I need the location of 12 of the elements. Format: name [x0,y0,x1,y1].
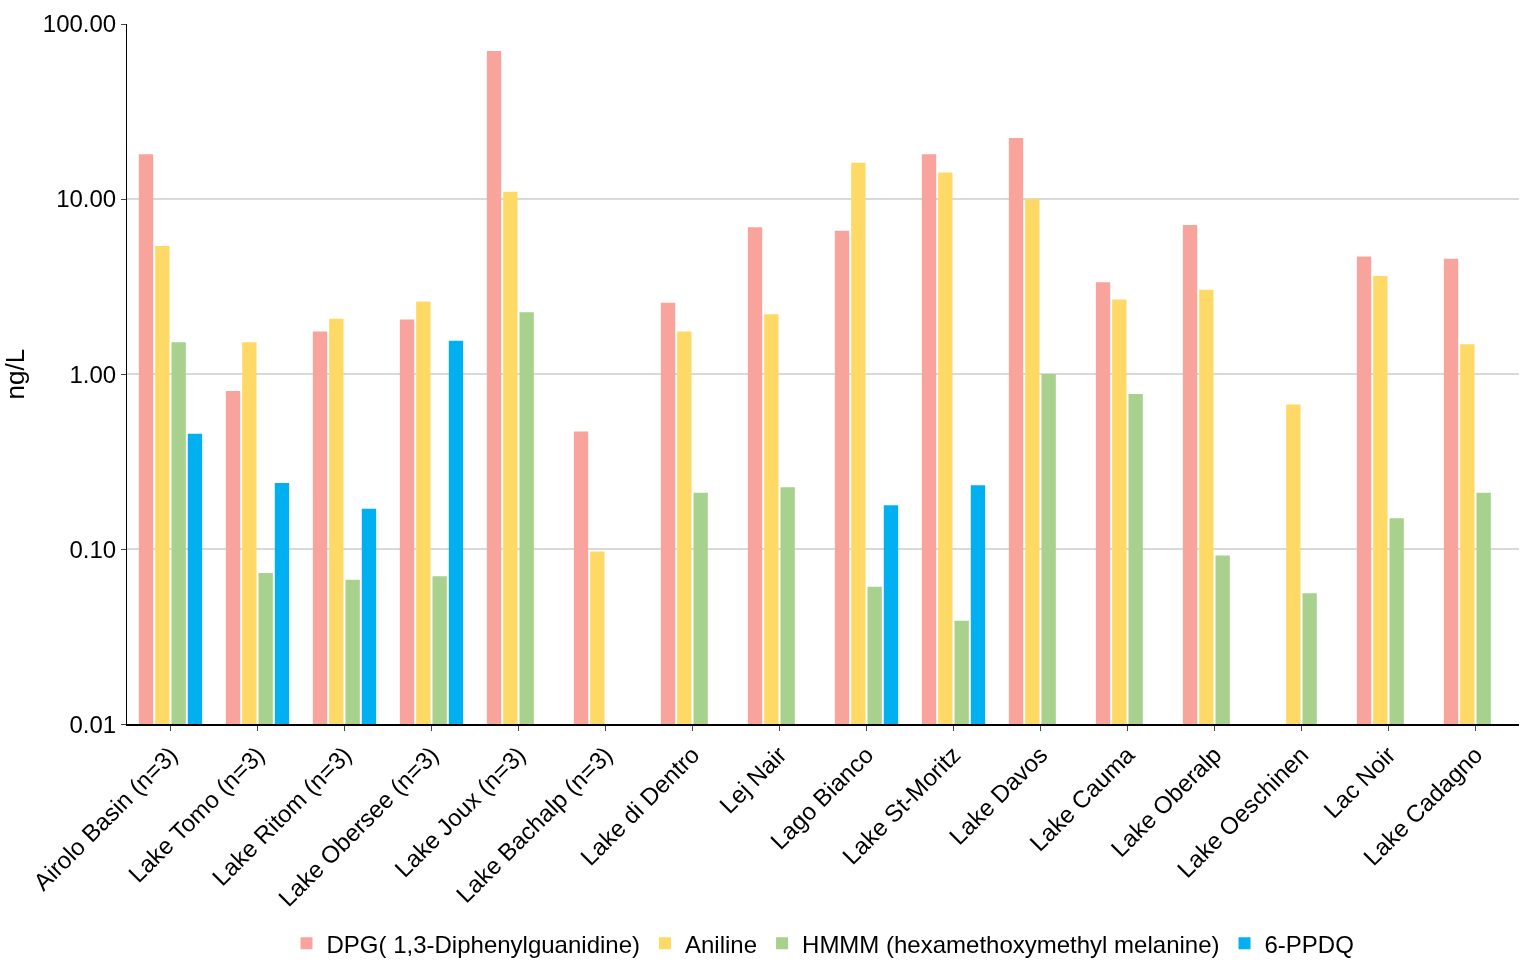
legend-label: DPG( 1,3-Diphenylguanidine) [326,930,640,958]
y-tick-label: 10.00 [56,185,117,213]
y-axis-title: ng/L [0,348,30,400]
x-tick-label: Lej Nair [713,740,792,819]
legend-label: HMMM (hexamethoxymethyl melanine) [802,930,1220,958]
x-tick-label: Lac Noir [1318,740,1401,824]
y-tick-label: 1.00 [69,360,117,388]
y-tick-label: 100.00 [42,10,117,38]
legend-label: 6-PPDQ [1264,930,1354,958]
y-tick-label: 0.10 [69,535,117,563]
y-tick-label: 0.01 [69,710,117,738]
legend-label: Aniline [685,930,758,958]
